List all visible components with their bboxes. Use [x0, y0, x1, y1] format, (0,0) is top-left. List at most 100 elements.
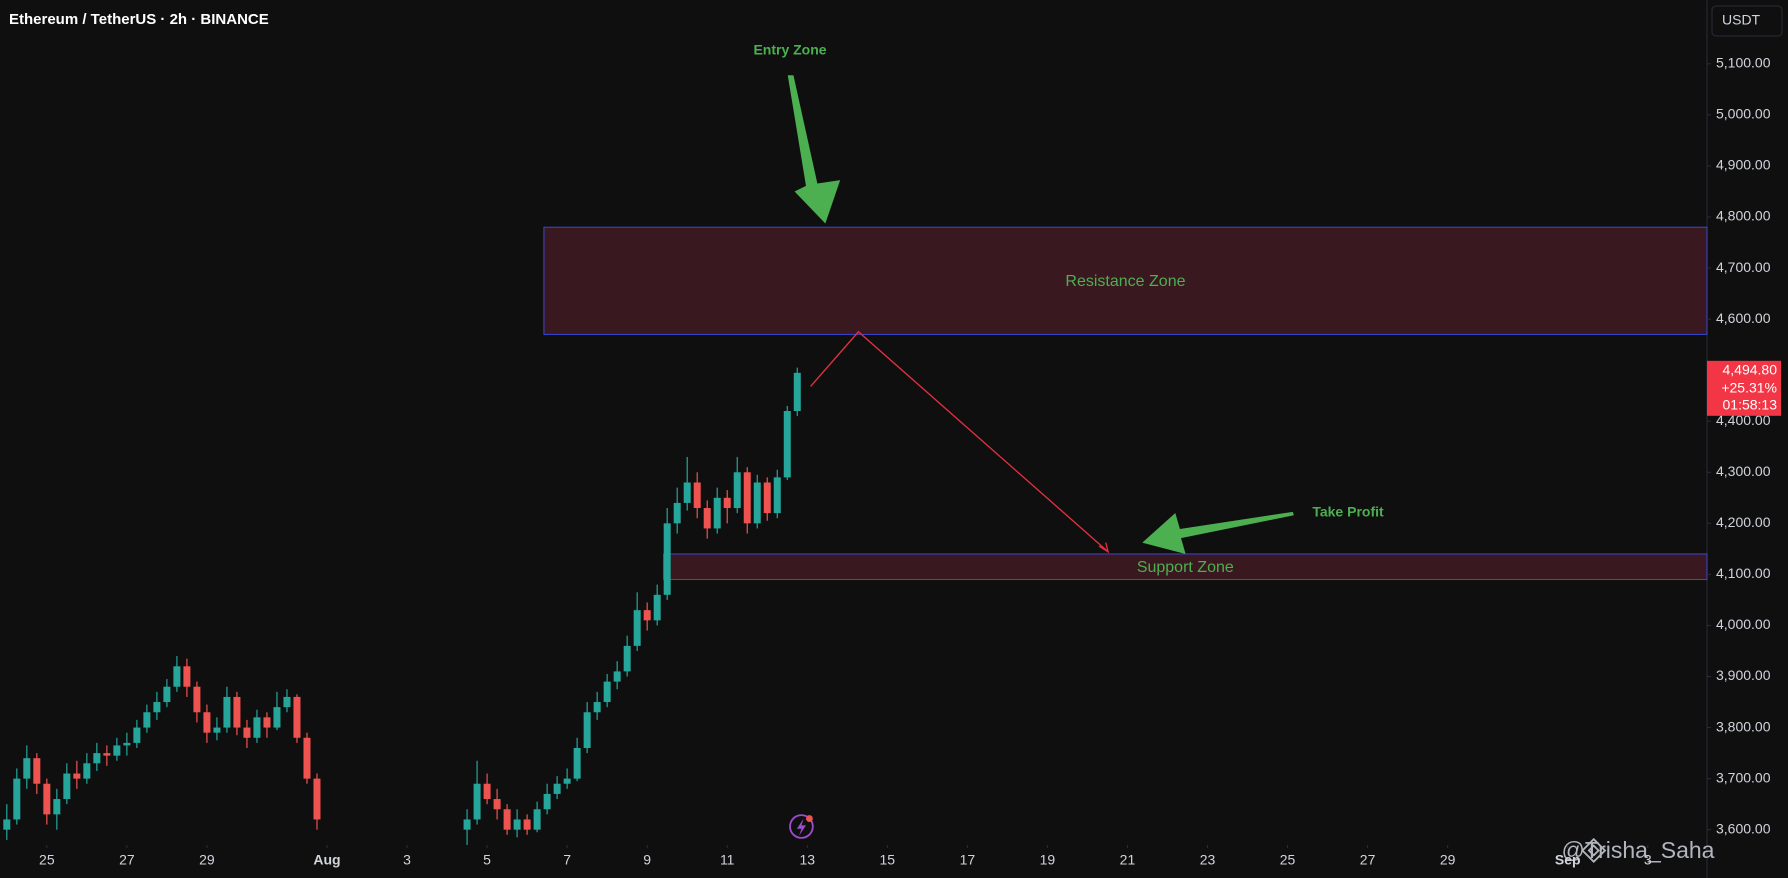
- candle-body: [783, 411, 791, 478]
- x-tick-label: 3: [1644, 852, 1652, 868]
- candle-body: [123, 742, 131, 746]
- x-tick-label: 9: [643, 852, 651, 868]
- x-tick-label: 23: [1200, 852, 1216, 868]
- x-tick-label: 29: [199, 852, 215, 868]
- candle-body: [583, 712, 591, 748]
- y-tick-label: 4,800.00: [1716, 208, 1771, 224]
- candle-body: [163, 686, 171, 703]
- y-tick-label: 4,900.00: [1716, 157, 1771, 173]
- candle-body: [83, 763, 91, 779]
- candle-body: [633, 610, 641, 646]
- x-tick-label: 21: [1120, 852, 1136, 868]
- take-profit-arrow: [1142, 511, 1294, 555]
- y-tick-label: 4,100.00: [1716, 565, 1771, 581]
- candle-body: [313, 778, 321, 820]
- candle-body: [743, 472, 751, 524]
- candle-body: [13, 778, 21, 820]
- candle-body: [103, 753, 111, 756]
- countdown-label: 01:58:13: [1723, 397, 1778, 413]
- candle-body: [473, 783, 481, 820]
- candle-body: [483, 783, 491, 800]
- candle-body: [73, 773, 81, 779]
- candle-body: [293, 696, 301, 738]
- candle-body: [603, 681, 611, 703]
- x-tick-label: 29: [1440, 852, 1456, 868]
- candle-body: [793, 372, 801, 412]
- candle-body: [193, 686, 201, 713]
- candle-body: [773, 477, 781, 514]
- candle-body: [263, 717, 271, 728]
- y-tick-label: 4,300.00: [1716, 463, 1771, 479]
- candle-body: [533, 809, 541, 830]
- entry-arrow: [787, 75, 841, 224]
- candle-body: [233, 696, 241, 728]
- candle-body: [273, 707, 281, 728]
- y-tick-label: 5,000.00: [1716, 106, 1771, 122]
- y-tick-label: 4,600.00: [1716, 310, 1771, 326]
- candle-body: [573, 747, 581, 779]
- y-tick-label: 3,800.00: [1716, 718, 1771, 734]
- candle-body: [43, 783, 51, 815]
- candle-body: [23, 758, 31, 779]
- currency-label: USDT: [1722, 12, 1761, 28]
- x-tick-label: 25: [39, 852, 55, 868]
- x-tick-label: 17: [960, 852, 976, 868]
- candle-body: [653, 594, 661, 621]
- candle-body: [133, 727, 141, 743]
- y-tick-label: 3,700.00: [1716, 769, 1771, 785]
- zone-box: [663, 553, 1708, 581]
- candle-body: [33, 758, 41, 784]
- y-tick-label: 4,200.00: [1716, 514, 1771, 530]
- drawings: [787, 75, 1607, 864]
- x-tick-label: 27: [1360, 852, 1376, 868]
- x-tick-label: 27: [119, 852, 135, 868]
- candle-body: [543, 793, 551, 810]
- candle-body: [173, 666, 181, 687]
- change-label: +25.31%: [1721, 380, 1777, 396]
- x-tick-label: Sep: [1555, 852, 1581, 868]
- candle-body: [93, 753, 101, 764]
- currency-button[interactable]: [1711, 5, 1783, 37]
- candle-body: [553, 783, 561, 794]
- chart-title: Ethereum / TetherUS · 2h · BINANCE: [9, 11, 269, 28]
- last-price-label: 4,494.80: [1723, 362, 1778, 378]
- candle-body: [513, 819, 521, 830]
- last-price-box: [1707, 360, 1781, 416]
- candle-body: [113, 745, 121, 756]
- x-tick-label: 13: [799, 852, 815, 868]
- candle-body: [763, 482, 771, 514]
- candle-body: [63, 773, 71, 800]
- y-tick-label: 3,900.00: [1716, 667, 1771, 683]
- y-tick-label: 5,100.00: [1716, 55, 1771, 71]
- replay-bolt: [796, 818, 806, 836]
- candle-body: [223, 696, 231, 728]
- y-tick-label: 3,600.00: [1716, 820, 1771, 836]
- y-tick-label: 4,400.00: [1716, 412, 1771, 428]
- candle-body: [463, 819, 471, 830]
- candle-body: [523, 819, 531, 830]
- candle-body: [3, 819, 11, 830]
- candle-body: [723, 497, 731, 509]
- take-profit-label: Take Profit: [1312, 504, 1384, 520]
- replay-dot: [805, 815, 813, 822]
- x-tick-label: Aug: [313, 852, 340, 868]
- zone-label: Support Zone: [1137, 559, 1234, 576]
- candle-body: [243, 727, 251, 738]
- candle-body: [203, 712, 211, 733]
- replay-icon: [789, 814, 814, 839]
- candle-body: [153, 702, 161, 713]
- watermark: @Trisha_Saha: [1562, 837, 1715, 863]
- candle-body: [753, 482, 761, 524]
- candle-body: [703, 508, 711, 529]
- projection-path: [810, 330, 1109, 553]
- y-tick-label: 4,700.00: [1716, 259, 1771, 275]
- candle-body: [683, 482, 691, 503]
- candle-body: [563, 778, 571, 784]
- zone-label: Resistance Zone: [1065, 273, 1185, 290]
- candle-body: [623, 645, 631, 672]
- candle-body: [593, 702, 601, 713]
- x-tick-label: 7: [563, 852, 571, 868]
- x-tick-label: 3: [403, 852, 411, 868]
